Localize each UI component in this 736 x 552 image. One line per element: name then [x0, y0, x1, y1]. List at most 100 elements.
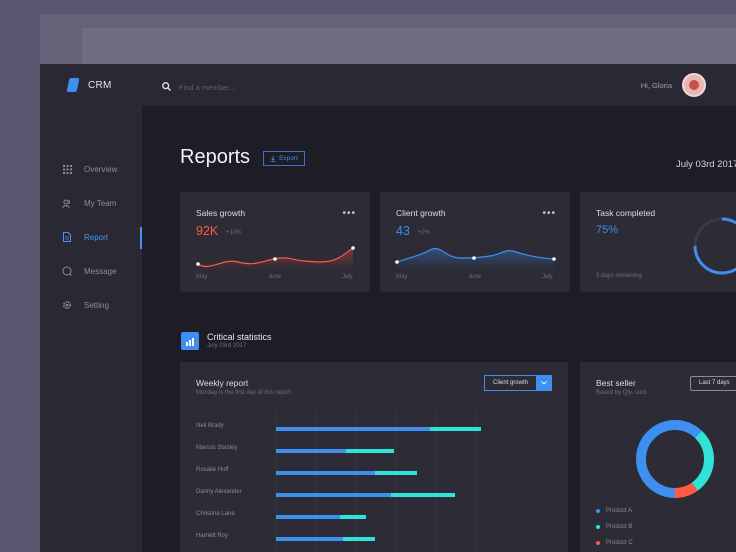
- bar-teal-segment: [391, 493, 455, 497]
- legend-label: Product B: [606, 524, 633, 530]
- report-date: July 03rd 2017: [676, 159, 736, 170]
- bar-teal-segment: [340, 515, 366, 519]
- legend-label: Product C: [606, 540, 633, 546]
- sales-growth-card: Sales growth ••• 92K +10% May June July: [180, 192, 370, 292]
- sidebar-item-message[interactable]: Message: [40, 254, 142, 288]
- app-name: CRM: [88, 79, 112, 91]
- bar-row: Harriett Roy: [196, 533, 516, 544]
- avatar[interactable]: [682, 73, 706, 97]
- bar-blue-segment: [276, 427, 430, 431]
- sidebar-item-report[interactable]: Report: [40, 220, 142, 254]
- report-type-dropdown[interactable]: Client growth: [484, 375, 552, 391]
- sales-delta: +10%: [226, 230, 242, 236]
- page-title: Reports: [180, 146, 251, 168]
- card-title: Best seller: [596, 378, 636, 388]
- legend-item: Product A: [596, 508, 632, 514]
- sidebar-item-overview[interactable]: Overview: [40, 152, 142, 186]
- sidebar-item-label: Overview: [84, 164, 118, 174]
- task-value: 75%: [596, 224, 619, 236]
- grid-icon: [62, 164, 72, 174]
- x-tick: June: [468, 274, 482, 280]
- user-menu[interactable]: Hi, Gloria: [641, 73, 706, 97]
- search-icon: [162, 78, 171, 96]
- x-tick: June: [268, 274, 282, 280]
- bar-teal-segment: [375, 471, 417, 475]
- avatar-image: [689, 80, 699, 90]
- message-icon: [62, 266, 72, 276]
- legend-label: Product A: [606, 508, 633, 514]
- app-window: CRM Overview My Team Report: [40, 64, 736, 552]
- period-dropdown[interactable]: Last 7 days: [690, 376, 736, 391]
- x-tick: July: [342, 274, 353, 280]
- bar-blue-segment: [276, 471, 375, 475]
- bar-row: Rosalie Huff: [196, 467, 516, 478]
- download-icon: [270, 155, 276, 162]
- more-options-icon[interactable]: •••: [542, 208, 556, 219]
- export-button[interactable]: Export: [263, 151, 305, 166]
- bar-label: Marcus Stanley: [196, 445, 238, 451]
- bar-row: Danny Alexander: [196, 489, 516, 500]
- search-input[interactable]: Find a member...: [179, 82, 236, 92]
- search-bar[interactable]: Find a member...: [162, 78, 235, 96]
- task-completed-card: Task completed 75% 3 days remaining: [580, 192, 736, 292]
- x-tick: May: [396, 274, 408, 280]
- client-delta: +2%: [418, 230, 431, 236]
- bar-blue-segment: [276, 449, 346, 453]
- sales-sparkline: [196, 246, 355, 270]
- section-date: July 03rd 2017: [207, 343, 247, 349]
- bar-teal-segment: [343, 537, 375, 541]
- task-progress-ring: [693, 217, 736, 275]
- card-title: Sales growth: [196, 208, 246, 218]
- bestseller-donut: [636, 420, 714, 498]
- sidebar-nav: Overview My Team Report Message: [40, 152, 142, 322]
- card-subtitle: Monday is the first day of this report: [196, 390, 292, 396]
- topbar: Find a member... Hi, Gloria: [142, 64, 736, 106]
- bar-label: Harriett Roy: [196, 533, 229, 539]
- legend-item: Product C: [596, 540, 633, 546]
- bar-row: Neil Brady: [196, 423, 516, 434]
- best-seller-card: Best seller Based by Qty. sold. Last 7 d…: [580, 362, 736, 552]
- card-title: Task completed: [596, 208, 656, 218]
- card-title: Client growth: [396, 208, 446, 218]
- sidebar-item-label: My Team: [84, 198, 117, 208]
- sidebar-item-label: Setting: [84, 300, 109, 310]
- bar-label: Danny Alexander: [196, 489, 242, 495]
- legend-dot: [596, 509, 600, 513]
- chevron-down-icon: [536, 376, 551, 390]
- dropdown-value: Last 7 days: [699, 380, 730, 386]
- sales-value: 92K: [196, 224, 219, 238]
- bar-row: Christina Lane: [196, 511, 516, 522]
- dropdown-value: Client growth: [493, 380, 529, 386]
- logo-icon: [66, 78, 80, 92]
- sidebar: CRM Overview My Team Report: [40, 64, 142, 552]
- client-value: 43: [396, 224, 410, 238]
- bar-blue-segment: [276, 537, 343, 541]
- sidebar-item-my-team[interactable]: My Team: [40, 186, 142, 220]
- x-tick: May: [196, 274, 208, 280]
- weekly-report-card: Weekly report Monday is the first day of…: [180, 362, 568, 552]
- team-icon: [62, 198, 72, 208]
- donut-slice: [636, 420, 714, 498]
- section-title: Critical statistics: [207, 332, 272, 342]
- legend-dot: [596, 541, 600, 545]
- bar-row: Marcus Stanley: [196, 445, 516, 456]
- export-label: Export: [279, 155, 298, 162]
- document-icon: [62, 232, 72, 242]
- bar-label: Christina Lane: [196, 511, 235, 517]
- client-sparkline: [395, 248, 556, 270]
- x-tick: July: [542, 274, 553, 280]
- legend-item: Product B: [596, 524, 632, 530]
- sidebar-item-setting[interactable]: Setting: [40, 288, 142, 322]
- card-title: Weekly report: [196, 378, 249, 388]
- statistics-icon: [181, 332, 199, 350]
- legend-dot: [596, 525, 600, 529]
- more-options-icon[interactable]: •••: [342, 208, 356, 219]
- user-greeting: Hi, Gloria: [640, 80, 672, 90]
- donut-slice: [636, 420, 714, 498]
- client-growth-card: Client growth ••• 43 +2% May June July: [380, 192, 570, 292]
- bar-label: Rosalie Huff: [196, 467, 229, 473]
- bar-blue-segment: [276, 515, 340, 519]
- task-remaining: 3 days remaining: [596, 273, 642, 279]
- bar-label: Neil Brady: [196, 423, 224, 429]
- logo[interactable]: CRM: [66, 78, 112, 92]
